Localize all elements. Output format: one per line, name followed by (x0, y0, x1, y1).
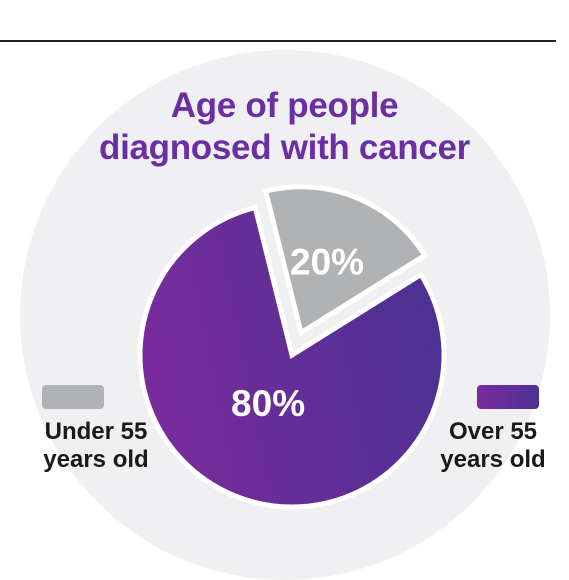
legend-label-under-55-line-2: years old (43, 446, 149, 473)
legend-label-over-55-line-2: years old (440, 446, 546, 473)
legend-label-under-55: Under 55 years old (16, 418, 176, 474)
chart-title-line-1: Age of people (170, 86, 399, 125)
pie-slice-under-55 (262, 184, 429, 337)
chart-title-line-2: diagnosed with cancer (98, 128, 470, 167)
legend-swatch-under-55 (42, 385, 104, 409)
top-divider (0, 40, 556, 42)
slice-value-under-55: 20% (290, 241, 364, 282)
pie-chart: 20% 80% (137, 184, 447, 510)
legend-label-over-55: Over 55 years old (418, 418, 568, 474)
chart-title: Age of people diagnosed with cancer (0, 85, 569, 169)
legend-swatch-over-55 (477, 385, 539, 409)
pie-slice-over-55 (137, 204, 447, 510)
legend-label-over-55-line-1: Over 55 (448, 418, 538, 445)
legend-label-under-55-line-1: Under 55 (44, 418, 148, 445)
slice-value-over-55: 80% (231, 383, 305, 424)
